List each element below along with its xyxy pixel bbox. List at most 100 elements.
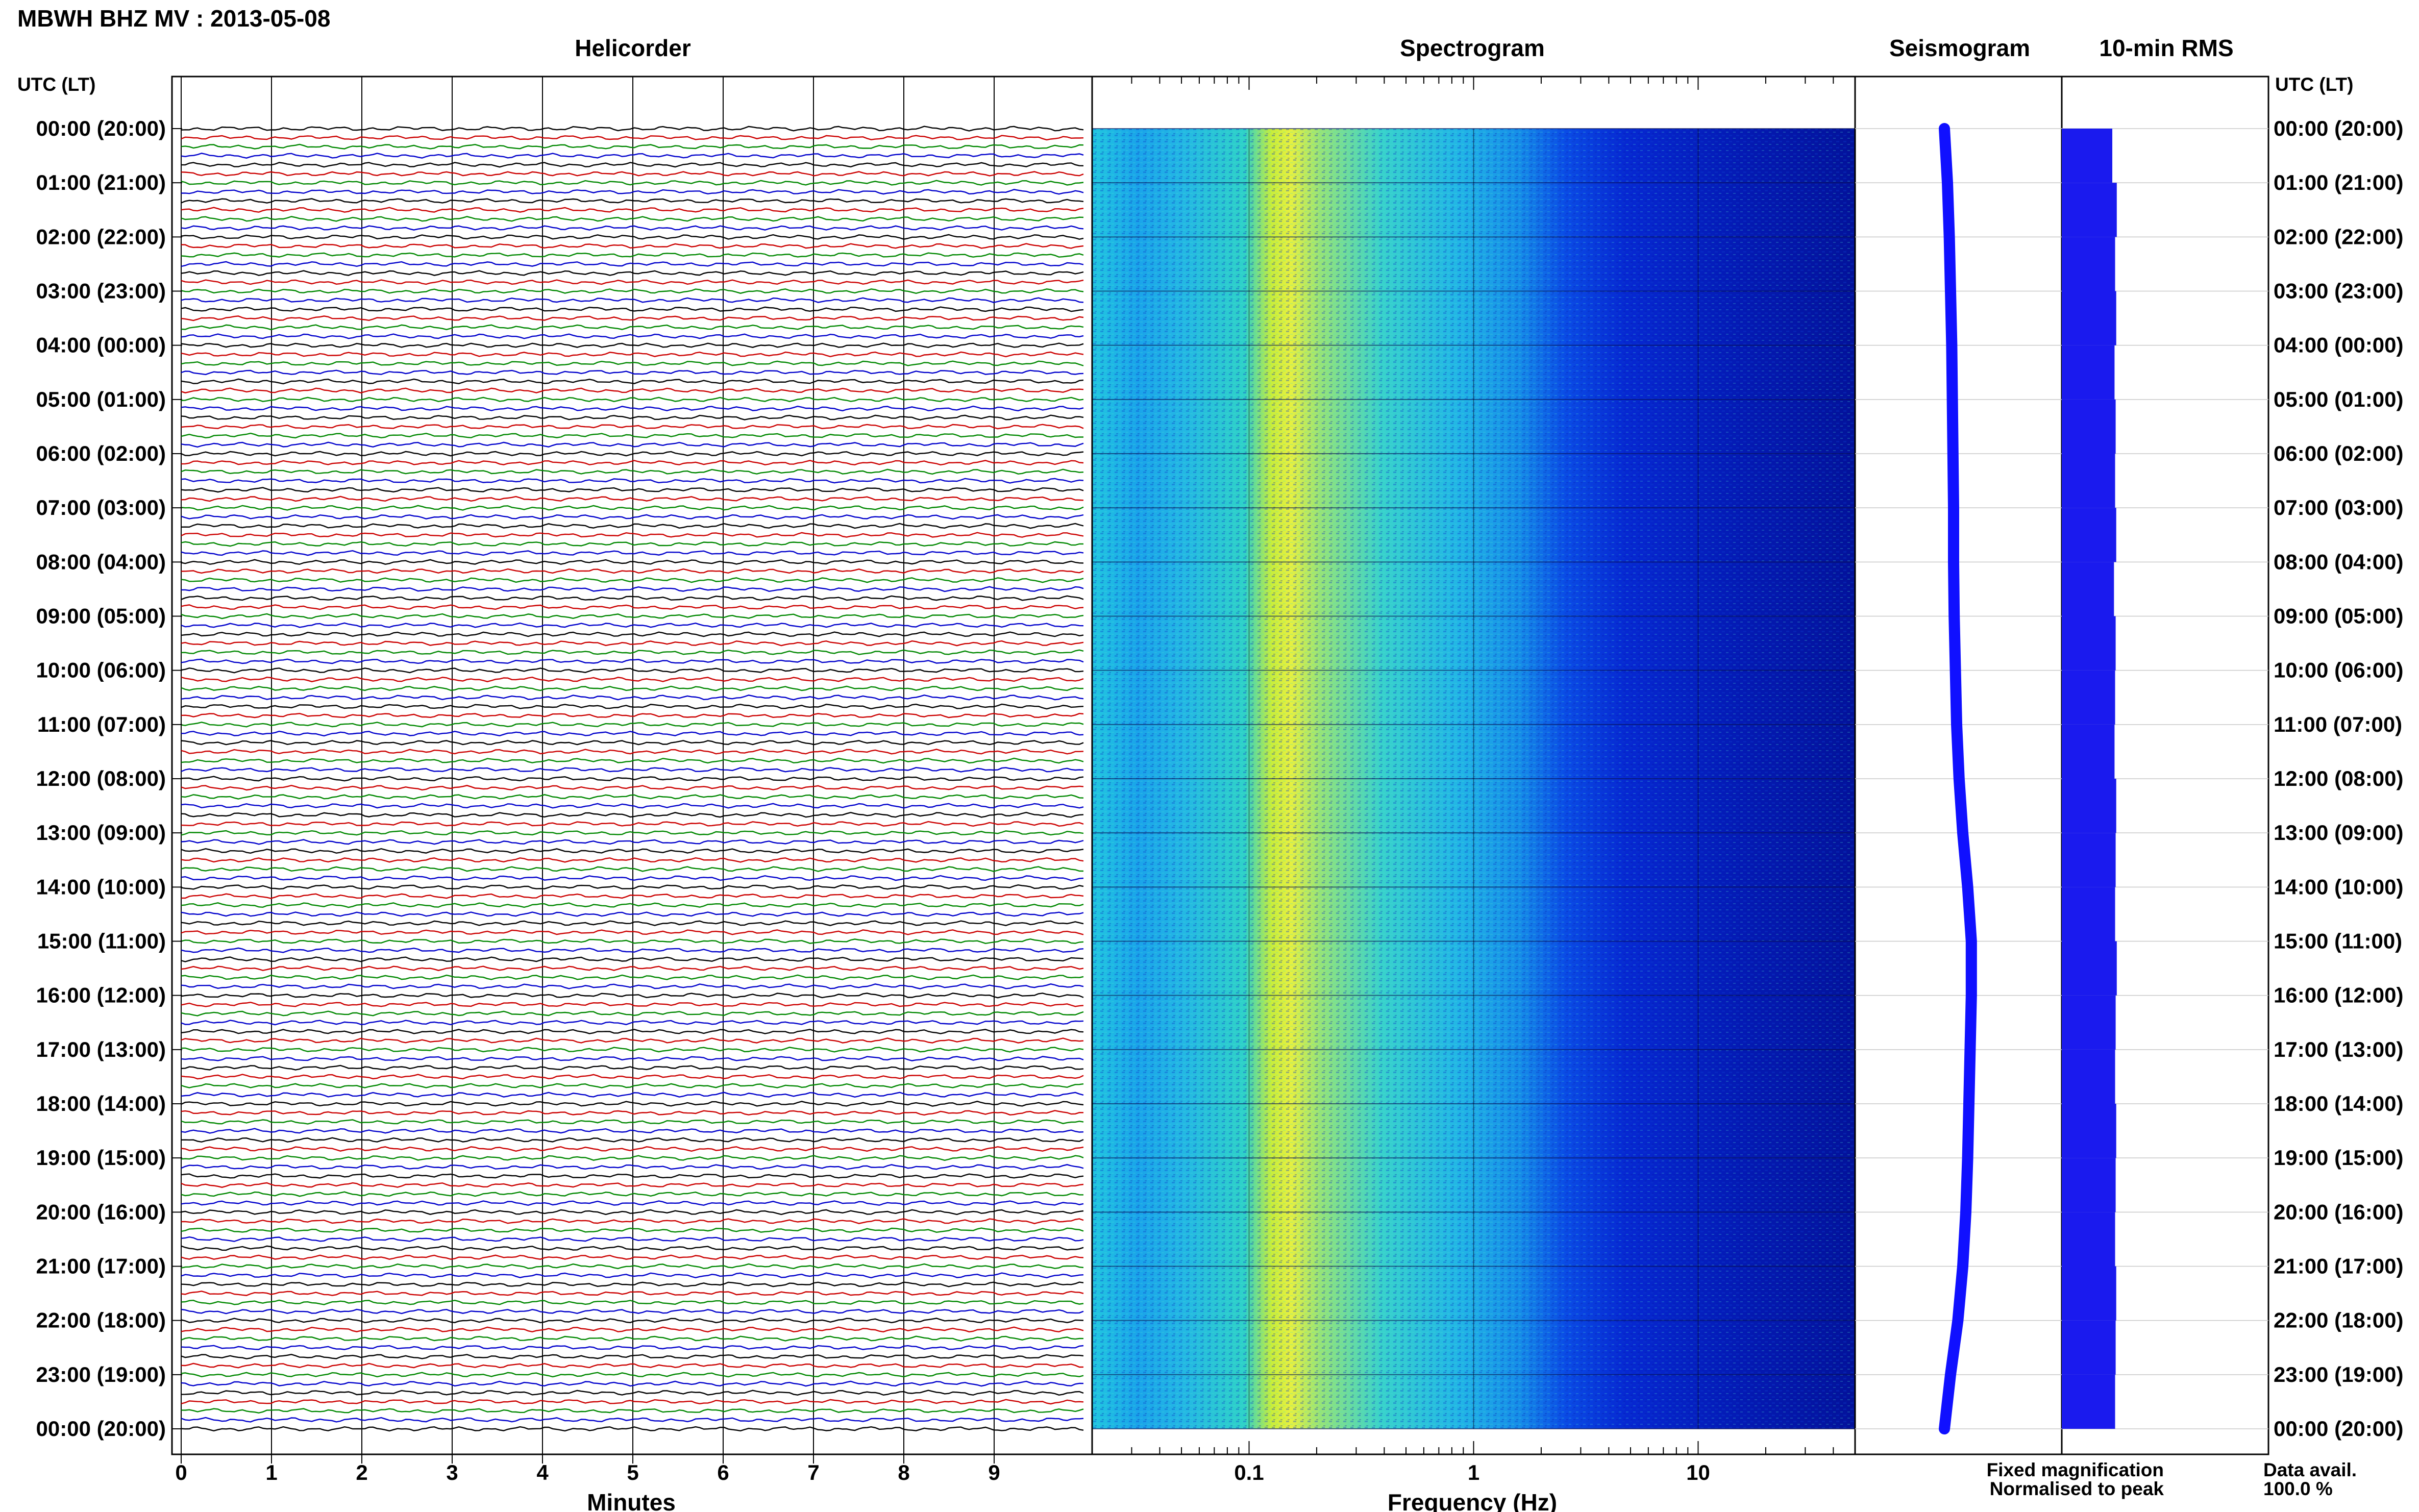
helicorder-trace-row <box>181 342 1084 348</box>
helicorder-trace-row <box>181 929 1084 935</box>
right-time-axis-label: UTC (LT) <box>2275 74 2353 95</box>
left-time-label: 00:00 (20:00) <box>36 116 166 140</box>
helicorder-trace-row <box>181 550 1084 556</box>
helicorder-trace-row <box>181 143 1084 150</box>
helicorder-trace-row <box>181 1417 1084 1423</box>
helicorder-trace-row <box>181 1299 1084 1305</box>
station-title: MBWH BHZ MV : 2013-05-08 <box>17 5 330 32</box>
rms-bar <box>2062 291 2116 345</box>
right-time-label: 05:00 (01:00) <box>2274 387 2403 411</box>
helicorder-trace-row <box>181 225 1084 231</box>
helicorder-trace-row <box>181 252 1084 258</box>
helicorder-trace-row <box>181 694 1084 701</box>
helicorder-trace-row <box>181 902 1084 908</box>
helicorder-trace-row <box>181 893 1084 899</box>
helicorder-traces <box>181 126 1084 1432</box>
legend-fixed-magnification: Fixed magnification <box>1987 1459 2164 1480</box>
helicorder-trace-row <box>181 432 1084 439</box>
helicorder-trace-row <box>181 740 1084 746</box>
helicorder-trace-row <box>181 243 1084 249</box>
rms-bar <box>2062 183 2117 237</box>
seismogram-line <box>1939 123 1977 1434</box>
helicorder-trace-row <box>181 776 1084 782</box>
data-availability-label: Data avail. <box>2263 1459 2357 1480</box>
helicorder-trace-row <box>181 676 1084 682</box>
helicorder-trace-row <box>181 541 1083 547</box>
rms-bar <box>2062 670 2115 725</box>
helicorder-trace-row <box>181 324 1084 331</box>
helicorder-trace-row <box>181 180 1084 186</box>
helicorder-trace-row <box>181 1209 1084 1216</box>
left-time-label: 22:00 (18:00) <box>36 1308 166 1332</box>
left-time-label: 20:00 (16:00) <box>36 1200 166 1224</box>
left-time-label: 17:00 (13:00) <box>36 1037 166 1061</box>
seismogram-title: Seismogram <box>1889 35 2030 61</box>
left-time-label: 02:00 (22:00) <box>36 225 166 249</box>
data-availability-value: 100.0 % <box>2263 1478 2333 1499</box>
helicorder-trace-row <box>181 495 1084 502</box>
helicorder-trace-row <box>181 234 1084 240</box>
helicorder-trace-row <box>181 622 1084 628</box>
left-time-label: 15:00 (11:00) <box>37 929 166 953</box>
helicorder-x-tick-label: 8 <box>898 1460 909 1484</box>
helicorder-trace-row <box>181 1281 1084 1287</box>
helicorder-trace-row <box>181 685 1084 691</box>
left-time-label: 11:00 (07:00) <box>37 712 166 736</box>
right-time-label: 09:00 (05:00) <box>2274 604 2403 628</box>
rms-bar <box>2062 345 2115 400</box>
helicorder-x-tick-label: 6 <box>717 1460 729 1484</box>
helicorder-trace-row <box>181 1353 1084 1359</box>
helicorder-trace-row <box>181 640 1084 647</box>
helicorder-trace-row <box>181 1137 1084 1143</box>
helicorder-trace-row <box>181 1236 1084 1242</box>
helicorder-trace-row <box>181 189 1084 195</box>
helicorder-trace-row <box>181 396 1084 403</box>
helicorder-trace-row <box>181 730 1084 737</box>
helicorder-trace-row <box>181 1146 1084 1152</box>
helicorder-trace-row <box>181 884 1084 890</box>
legend-normalised-to-peak: Normalised to peak <box>1990 1478 2164 1499</box>
helicorder-trace-row <box>181 1335 1084 1342</box>
rms-bar <box>2062 1212 2115 1267</box>
helicorder-trace-row <box>181 1119 1084 1125</box>
helicorder-trace-row <box>181 270 1084 276</box>
helicorder-trace-row <box>181 369 1084 376</box>
helicorder-trace-row <box>181 803 1084 809</box>
spectrogram-x-axis-label: Frequency (Hz) <box>1388 1489 1557 1512</box>
right-time-label: 13:00 (09:00) <box>2274 821 2403 845</box>
spectrogram-ticks: 0.1 1 10 <box>1092 77 1856 1484</box>
helicorder-trace-row <box>181 1345 1084 1350</box>
left-time-label: 01:00 (21:00) <box>36 170 166 194</box>
left-time-label: 19:00 (15:00) <box>36 1146 166 1170</box>
helicorder-x-tick-label: 9 <box>988 1460 1000 1484</box>
spectrogram-tick-label: 0.1 <box>1234 1460 1264 1484</box>
helicorder-trace-row <box>181 866 1084 872</box>
right-time-label: 14:00 (10:00) <box>2274 875 2403 899</box>
helicorder-trace-row <box>181 1380 1084 1387</box>
right-time-label: 03:00 (23:00) <box>2274 279 2403 303</box>
rms-bar <box>2062 616 2116 671</box>
helicorder-trace-row <box>181 468 1084 475</box>
helicorder-trace-row <box>181 171 1084 177</box>
helicorder-x-tick-label: 0 <box>175 1460 187 1484</box>
left-time-label: 08:00 (04:00) <box>36 550 166 574</box>
helicorder-trace-row <box>181 441 1084 448</box>
rms-bar <box>2062 724 2115 779</box>
helicorder-trace-row <box>181 135 1084 141</box>
left-time-label: 06:00 (02:00) <box>36 441 166 465</box>
helicorder-trace-row <box>181 1010 1084 1017</box>
helicorder-trace-row <box>181 1408 1084 1414</box>
rms-bar <box>2062 1374 2115 1429</box>
helicorder-trace-row <box>181 1390 1084 1396</box>
helicorder-trace-row <box>181 794 1084 800</box>
helicorder-trace-row <box>181 983 1084 989</box>
rms-title: 10-min RMS <box>2099 35 2233 61</box>
helicorder-trace-row <box>181 1128 1084 1134</box>
helicorder-trace-row <box>181 712 1084 718</box>
rms-bar <box>2062 1320 2116 1375</box>
left-time-label: 05:00 (01:00) <box>36 387 166 411</box>
left-time-label: 12:00 (08:00) <box>36 766 166 790</box>
helicorder-trace-row <box>181 595 1084 601</box>
right-time-label: 02:00 (22:00) <box>2274 225 2403 249</box>
helicorder-trace-row <box>181 839 1084 845</box>
